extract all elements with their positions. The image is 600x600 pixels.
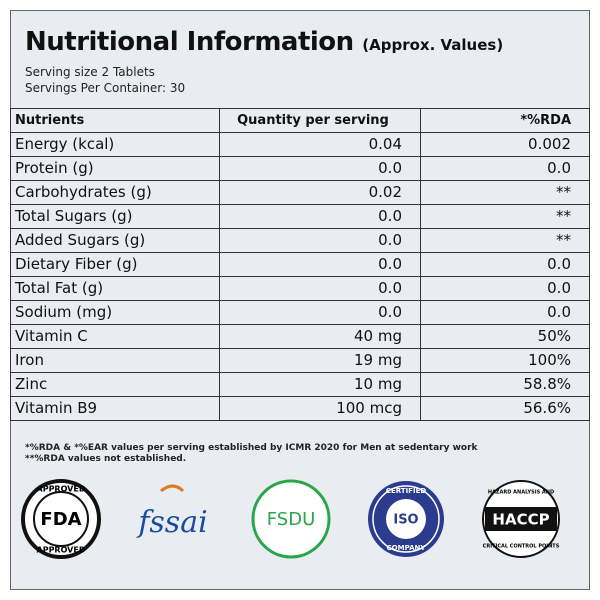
table-cell: 40 mg [219, 324, 421, 349]
fda-center: FDA [40, 509, 81, 530]
table-cell: Total Fat (g) [10, 276, 220, 301]
fssai-logo: fssai [136, 484, 208, 540]
table-cell: 19 mg [219, 348, 421, 373]
table-row: Protein (g) 0.0 0.0 [10, 156, 590, 181]
haccp-center: HACCP [492, 511, 549, 529]
table-row: Vitamin C 40 mg 50% [10, 324, 590, 349]
certification-logos: APPROVED FDA APPROVED fssai FSDU CERTIFI… [21, 479, 560, 559]
table-cell: 0.0 [219, 204, 421, 229]
table-row: Carbohydrates (g) 0.02 ** [10, 180, 590, 205]
fsdu-text: FSDU [267, 509, 316, 530]
table-row: Total Sugars (g) 0.0 ** [10, 204, 590, 229]
table-cell: 0.02 [219, 180, 421, 205]
iso-logo: CERTIFIED ISO COMPANY [368, 481, 444, 557]
footnote: *%RDA & *%EAR values per serving establi… [25, 443, 478, 453]
table-cell: ** [420, 180, 590, 205]
fda-top: APPROVED [37, 485, 86, 494]
header-row: Nutrients Quantity per serving *%RDA [10, 108, 590, 133]
table-cell: 0.0 [219, 300, 421, 325]
iso-bottom: COMPANY [387, 544, 427, 552]
table-cell: 0.0 [219, 228, 421, 253]
table-cell: Carbohydrates (g) [10, 180, 220, 205]
nutrition-table: Nutrients Quantity per serving *%RDA Ene… [10, 108, 590, 421]
panel: Nutritional Information (Approx. Values)… [10, 10, 590, 590]
table-row: Dietary Fiber (g) 0.0 0.0 [10, 252, 590, 277]
title-text: Nutritional Information [25, 27, 354, 57]
table-cell: 0.0 [420, 276, 590, 301]
table-cell: Vitamin C [10, 324, 220, 349]
table-cell: Iron [10, 348, 220, 373]
table-cell: Energy (kcal) [10, 132, 220, 157]
table-row: Iron 19 mg 100% [10, 348, 590, 373]
table-row: Total Fat (g) 0.0 0.0 [10, 276, 590, 301]
iso-top: CERTIFIED [386, 487, 427, 495]
iso-center: ISO [393, 513, 418, 528]
table-row: Vitamin B9 100 mcg 56.6% [10, 396, 590, 421]
table-cell: 0.0 [420, 252, 590, 277]
subtitle: (Approx. Values) [362, 36, 504, 54]
table-cell: Sodium (mg) [10, 300, 220, 325]
table-row: Sodium (mg) 0.0 0.0 [10, 300, 590, 325]
servings-per-container: Servings Per Container: 30 [25, 81, 186, 95]
haccp-top: HAZARD ANALYSIS AND [488, 490, 554, 496]
table-cell: 100 mcg [219, 396, 421, 421]
table-cell: 10 mg [219, 372, 421, 397]
haccp-logo: HAZARD ANALYSIS AND HACCP CRITICAL CONTR… [482, 480, 560, 558]
table-cell: Protein (g) [10, 156, 220, 181]
table-cell: 0.04 [219, 132, 421, 157]
table-cell: Zinc [10, 372, 220, 397]
column-header: Nutrients [10, 108, 220, 133]
title: Nutritional Information (Approx. Values) [25, 27, 503, 57]
column-header: Quantity per serving [219, 108, 421, 133]
column-header: *%RDA [420, 108, 590, 133]
table-cell: 0.0 [420, 156, 590, 181]
table-cell: 100% [420, 348, 590, 373]
table-cell: ** [420, 204, 590, 229]
table-cell: Dietary Fiber (g) [10, 252, 220, 277]
fda-bottom: APPROVED [37, 546, 86, 555]
fda-logo: APPROVED FDA APPROVED [21, 479, 101, 559]
table-row: Added Sugars (g) 0.0 ** [10, 228, 590, 253]
table-cell: 50% [420, 324, 590, 349]
table-row: Energy (kcal) 0.04 0.002 [10, 132, 590, 157]
table-cell: 56.6% [420, 396, 590, 421]
table-cell: 0.0 [219, 156, 421, 181]
table-cell: Added Sugars (g) [10, 228, 220, 253]
table-cell: 0.0 [420, 300, 590, 325]
table-row: Zinc 10 mg 58.8% [10, 372, 590, 397]
table-cell: ** [420, 228, 590, 253]
table-cell: 58.8% [420, 372, 590, 397]
table-cell: 0.0 [219, 276, 421, 301]
table-cell: 0.0 [219, 252, 421, 277]
table-cell: 0.002 [420, 132, 590, 157]
serving-size: Serving size 2 Tablets [25, 65, 155, 79]
haccp-bottom: CRITICAL CONTROL POINTS [483, 544, 560, 550]
footnote: **%RDA values not established. [25, 454, 187, 464]
table-cell: Total Sugars (g) [10, 204, 220, 229]
fsdu-logo: FSDU [251, 479, 331, 559]
table-cell: Vitamin B9 [10, 396, 220, 421]
fssai-text: fssai [136, 505, 207, 540]
